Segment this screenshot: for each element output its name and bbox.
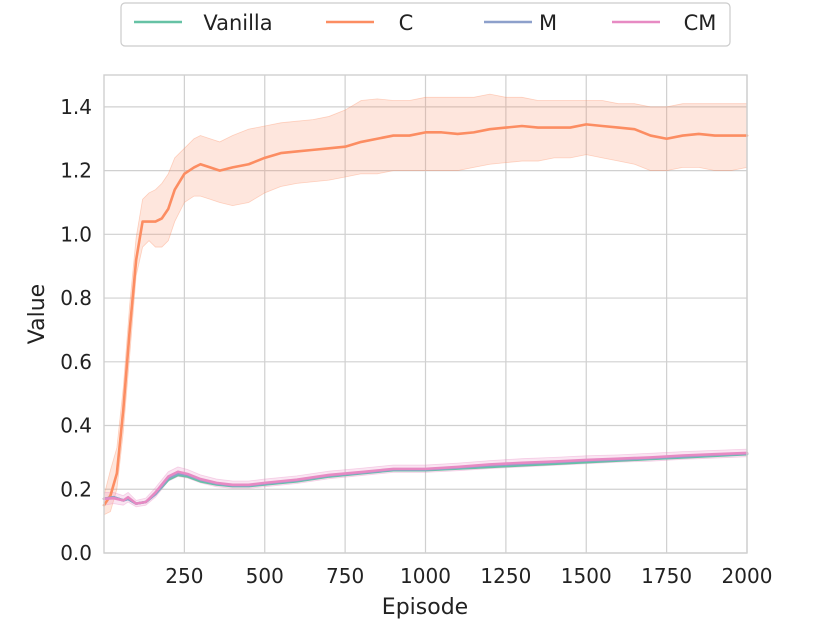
y-tick-label: 0.4 <box>60 414 92 438</box>
y-tick-label: 0.2 <box>60 477 92 501</box>
x-tick-label: 1250 <box>480 564 531 588</box>
y-tick-label: 1.2 <box>60 159 92 183</box>
y-tick-label: 0.0 <box>60 541 92 565</box>
plot-border <box>103 74 748 554</box>
x-tick-label: 1500 <box>561 564 612 588</box>
x-tick-label: 2000 <box>722 564 773 588</box>
series-lines <box>102 123 749 507</box>
plot-frame <box>103 74 748 554</box>
y-tick-label: 0.8 <box>60 286 92 310</box>
line-c <box>102 123 749 507</box>
y-axis-label: Value <box>25 284 50 344</box>
grid <box>104 75 748 554</box>
y-tick-label: 0.6 <box>60 350 92 374</box>
line-cm <box>102 451 749 505</box>
legend: Vanilla C M CM <box>120 2 731 47</box>
legend-box <box>120 2 731 47</box>
y-axis-ticks: 0.0 0.2 0.4 0.6 0.8 1.0 1.2 1.4 <box>60 95 92 565</box>
x-tick-label: 1000 <box>400 564 451 588</box>
x-axis-ticks: 250 500 750 1000 1250 1500 1750 2000 <box>165 564 772 588</box>
x-axis-label: Episode <box>382 595 468 620</box>
y-tick-label: 1.0 <box>60 222 92 246</box>
y-tick-label: 1.4 <box>60 95 92 119</box>
x-tick-label: 1750 <box>641 564 692 588</box>
legend-label-m: M <box>539 11 557 35</box>
x-tick-label: 750 <box>326 564 364 588</box>
legend-label-vanilla: Vanilla <box>203 11 272 35</box>
legend-label-cm: CM <box>684 11 717 35</box>
x-tick-label: 500 <box>246 564 284 588</box>
x-tick-label: 250 <box>165 564 203 588</box>
legend-label-c: C <box>399 11 414 35</box>
